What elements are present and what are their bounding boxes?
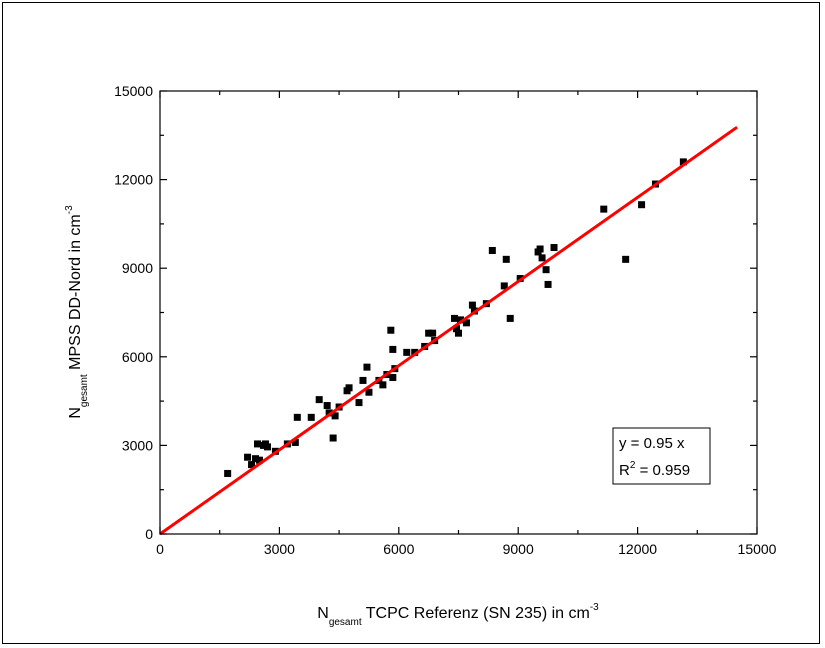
data-point [411,348,419,356]
annotation-r-squared: R2 = 0.959 [619,460,690,479]
data-point [500,282,508,290]
data-point [224,469,232,477]
x-tick-label: 9000 [503,541,534,557]
annotation-equation: y = 0.95 x [619,435,685,452]
data-point [600,205,608,213]
data-point [256,456,263,464]
fit-annotation: y = 0.95 x R2 = 0.959 [612,427,711,485]
data-point [506,314,514,322]
data-point [293,413,301,421]
data-point [291,438,299,446]
data-point [329,434,337,442]
data-point [325,409,333,417]
data-point [455,329,462,337]
data-point [453,325,461,333]
data-point [389,345,397,353]
data-point [542,266,550,274]
data-point [307,413,315,421]
data-point [379,381,387,389]
data-point [244,453,252,461]
data-point [359,376,367,384]
data-point [355,399,363,407]
data-point [456,316,464,324]
x-tick-label: 0 [156,541,164,557]
data-point [468,301,476,309]
data-point [462,319,470,327]
x-tick-label: 15000 [738,541,777,557]
data-point [425,329,433,337]
data-point [550,244,558,252]
y-tick-label: 12000 [114,172,153,188]
x-tick-label: 6000 [383,541,414,557]
x-tick-label: 3000 [264,541,295,557]
data-point [345,384,353,392]
data-point [387,326,395,334]
data-point [429,329,437,337]
data-point [502,255,510,263]
data-point [365,388,373,396]
y-tick-label: 3000 [122,437,153,453]
data-point [363,363,371,371]
data-point [263,443,271,451]
data-point [252,455,260,463]
data-point [451,314,459,322]
fit-line [159,125,738,536]
data-point [679,158,687,166]
data-point [389,373,397,381]
data-point [331,412,339,420]
y-tick-label: 15000 [114,83,153,99]
annotation-box-frame [612,427,711,485]
data-point [403,348,411,356]
data-point [536,245,544,253]
x-tick-label: 12000 [618,541,657,557]
y-axis-label: Ngesamt MPSS DD-Nord in cm-3 [64,205,90,419]
y-tick-label: 6000 [122,349,153,365]
data-point [538,254,546,262]
axis-ticks: 0 3000 6000 9000 12000 15000 0 3000 6000 9000 1200… [114,83,777,557]
data-point [622,255,630,263]
data-point [315,396,323,404]
data-point [254,440,262,448]
data-point [638,201,646,209]
data-point [488,246,496,254]
data-point [248,461,256,469]
y-tick-label: 9000 [122,260,153,276]
y-tick-label: 0 [145,526,153,542]
data-point [323,402,331,410]
x-axis-label: Ngesamt TCPC Referenz (SN 235) in cm-3 [317,602,599,628]
data-point [544,280,552,288]
